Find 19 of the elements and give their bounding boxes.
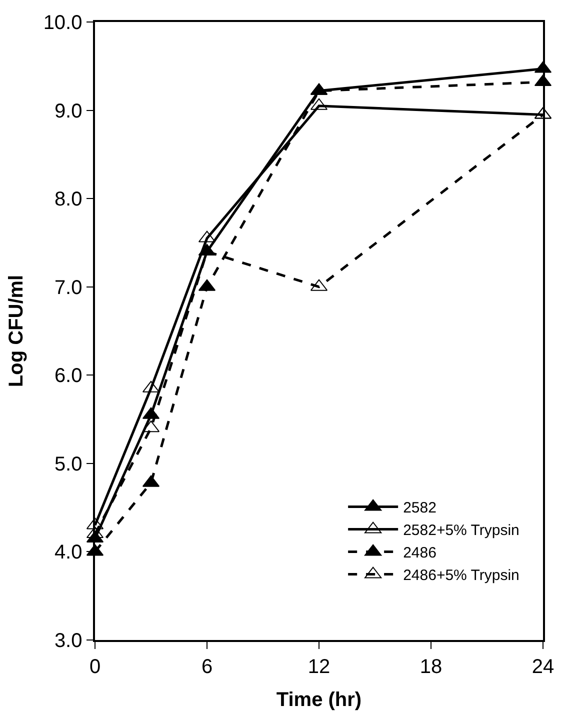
y-tick-label: 5.0	[54, 453, 82, 476]
y-tick-label: 4.0	[54, 542, 82, 564]
y-tick-label: 9.0	[54, 100, 82, 122]
y-tick-label: 10.0	[43, 12, 82, 34]
x-tick-label: 18	[420, 656, 442, 678]
y-axis-title: Log CFU/ml	[5, 274, 28, 388]
legend-label: 2486	[403, 544, 436, 562]
x-tick-label: 0	[89, 656, 101, 678]
y-tick-label: 3.0	[54, 630, 82, 652]
legend-label: 2582	[403, 500, 436, 517]
y-tick-label: 7.0	[54, 276, 82, 299]
x-tick-label: 6	[201, 656, 213, 678]
legend-label: 2582+5% Trypsin	[403, 522, 520, 540]
x-axis-title: Time (hr)	[276, 688, 362, 711]
y-tick-label: 8.0	[54, 188, 82, 211]
x-tick-label: 24	[532, 656, 554, 678]
x-tick-label: 12	[308, 656, 330, 678]
y-tick-label: 6.0	[54, 365, 82, 388]
legend-label: 2486+5% Trypsin	[403, 567, 520, 584]
